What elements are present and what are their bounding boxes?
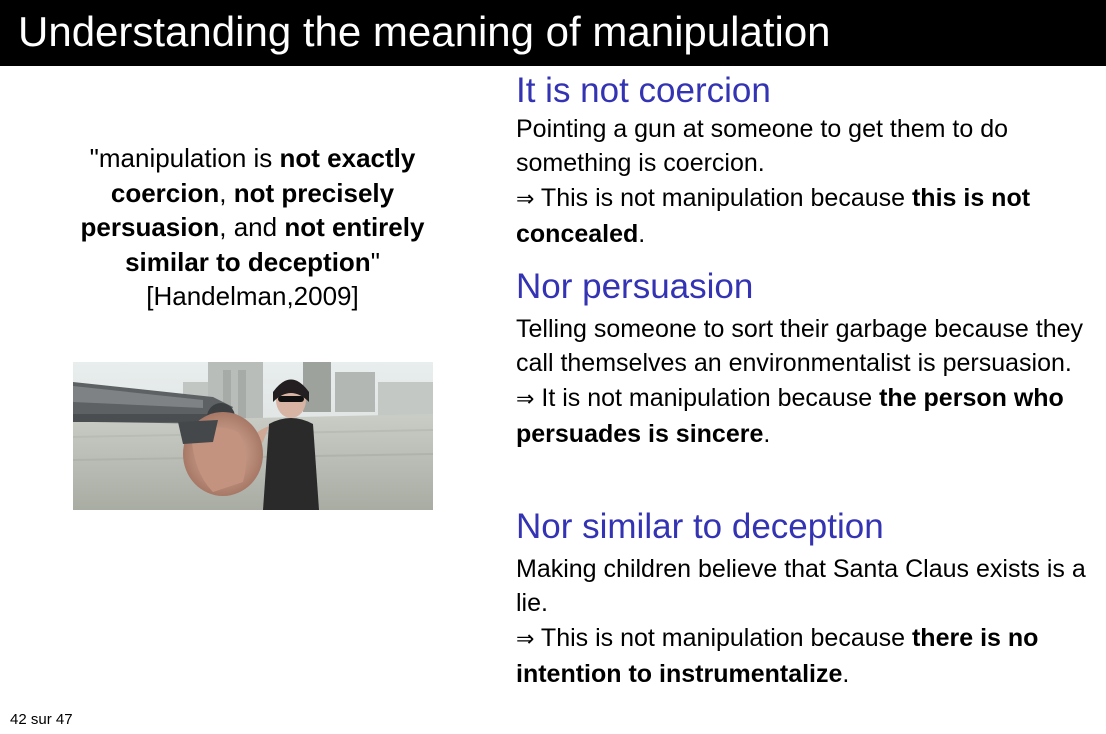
section-body: Telling someone to sort their garbage be… xyxy=(516,312,1096,451)
quote-sep-1: , xyxy=(219,177,234,208)
quote-close: " xyxy=(370,246,380,277)
section-heading: It is not coercion xyxy=(516,71,771,110)
section-conclusion: This is not manipulation because xyxy=(534,183,912,212)
title-bar: Understanding the meaning of manipulatio… xyxy=(0,0,1106,66)
section-end: . xyxy=(763,419,771,448)
quote-sep-2: , and xyxy=(219,212,285,242)
photo-woman-pointing-gun-icon xyxy=(73,362,433,510)
page-number: 42 sur 47 xyxy=(10,711,73,728)
implies-icon: ⇒ xyxy=(516,626,535,652)
section-conclusion-bold: this is not concealed xyxy=(516,183,1031,248)
section-heading: Nor similar to deception xyxy=(516,507,884,546)
quote-text: "manipulation is xyxy=(89,143,280,173)
implies-icon: ⇒ xyxy=(516,186,535,212)
section-conclusion: It is not manipulation because xyxy=(534,383,880,412)
quote-bold-persuasion: not precisely persuasion xyxy=(80,177,395,243)
section-persuasion: Nor persuasion Telling someone to sort t… xyxy=(516,266,1096,451)
section-end: . xyxy=(842,659,850,688)
section-text: Making children believe that Santa Claus… xyxy=(516,555,1086,618)
section-conclusion-bold: there is no intention to instrumentalize xyxy=(516,623,1039,688)
section-body: Making children believe that Santa Claus… xyxy=(516,552,1096,691)
section-end: . xyxy=(638,219,646,248)
quote-citation: [Handelman,2009] xyxy=(146,281,359,311)
slide-title: Understanding the meaning of manipulatio… xyxy=(18,8,831,55)
quote-bold-coercion: not exactly coercion xyxy=(110,143,416,208)
quote-block: "manipulation is not exactly coercion, n… xyxy=(60,141,445,314)
section-heading: Nor persuasion xyxy=(516,267,754,306)
section-text: Telling someone to sort their garbage be… xyxy=(516,315,1084,378)
section-coercion: It is not coercion Pointing a gun at som… xyxy=(516,70,1096,251)
implies-icon: ⇒ xyxy=(516,386,535,412)
section-deception: Nor similar to deception Making children… xyxy=(516,506,1096,691)
quote-bold-deception: not entirely similar to deception xyxy=(125,212,425,277)
section-conclusion-bold: the person who persuades is sincere xyxy=(516,383,1064,448)
section-conclusion: This is not manipulation because xyxy=(534,623,912,652)
section-body: Pointing a gun at someone to get them to… xyxy=(516,112,1096,251)
section-text: Pointing a gun at someone to get them to… xyxy=(516,115,1009,178)
